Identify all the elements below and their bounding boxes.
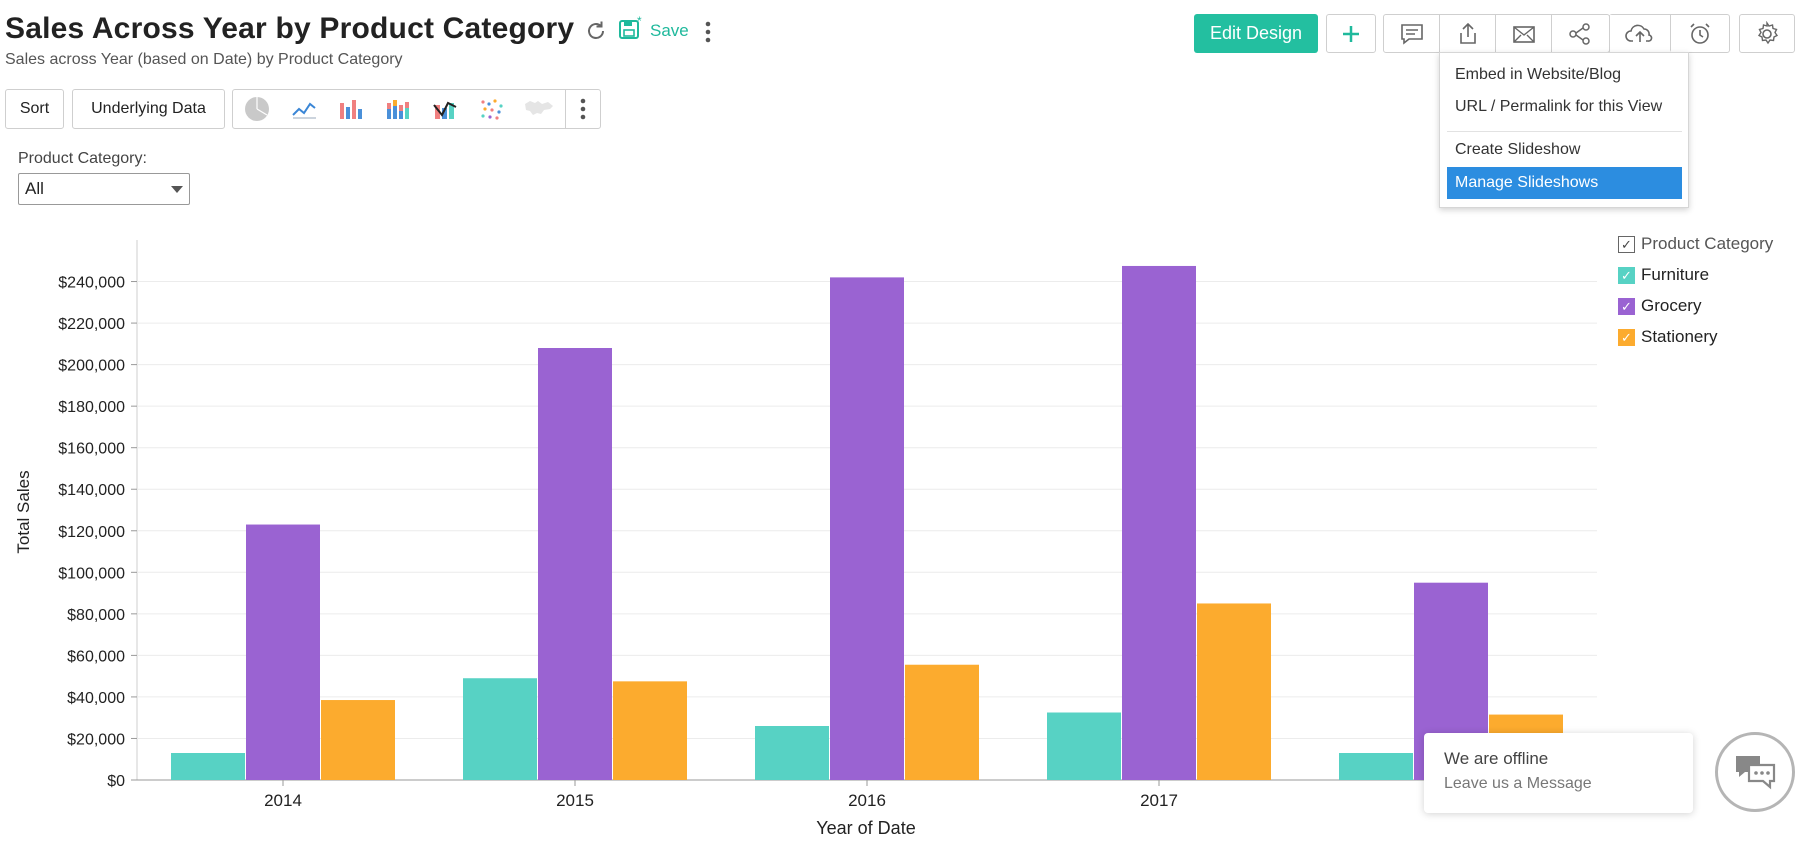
legend-header[interactable]: ✓ Product Category [1618,234,1773,254]
x-axis-label: Year of Date [816,818,915,838]
menu-item-embed[interactable]: Embed in Website/Blog [1455,66,1622,83]
chat-icon [1736,756,1776,790]
y-tick-label: $0 [107,773,125,790]
more-chart-types-icon[interactable] [565,90,600,128]
y-tick-label: $180,000 [58,399,125,416]
bar-chart-icon[interactable] [327,90,374,128]
x-tick-label: 2016 [848,791,886,810]
bar-stationery-2016[interactable] [905,664,979,780]
underlying-data-button[interactable]: Underlying Data [72,89,225,129]
page-title: Sales Across Year by Product Category [5,12,575,45]
y-tick-label: $120,000 [58,524,125,541]
map-chart-icon[interactable] [515,90,562,128]
y-tick-label: $60,000 [67,648,125,665]
legend-checkbox-furniture[interactable]: ✓ [1618,266,1635,284]
cloud-upload-icon[interactable] [1610,15,1671,52]
save-icon: * [618,14,644,46]
legend-checkbox-stationery[interactable]: ✓ [1618,328,1635,346]
y-tick-label: $80,000 [67,607,125,624]
chat-status: We are offline [1444,749,1549,768]
bar-furniture-2015[interactable] [463,678,537,780]
chat-popup[interactable]: We are offline Leave us a Message [1424,733,1693,813]
share-icon[interactable] [1552,15,1608,52]
save-label: Save [650,20,689,40]
plus-icon [1343,25,1359,42]
product-category-select-value: All [25,179,44,198]
bar-grocery-2016[interactable] [830,277,904,780]
bar-furniture-2014[interactable] [171,753,245,780]
pie-chart-icon[interactable] [233,90,280,128]
legend-label-stationery: Stationery [1641,327,1718,346]
legend-title: Product Category [1641,234,1774,253]
svg-text:*: * [637,15,642,28]
x-tick-label: 2014 [264,791,302,810]
chat-button[interactable] [1715,732,1795,812]
page-subtitle: Sales across Year (based on Date) by Pro… [5,51,403,68]
save-button[interactable]: * Save [618,14,689,46]
legend-label-grocery: Grocery [1641,296,1702,315]
legend-checkbox-grocery[interactable]: ✓ [1618,297,1635,315]
scatter-chart-icon[interactable] [468,90,515,128]
bar-grocery-2017[interactable] [1122,265,1196,780]
filter-label: Product Category: [18,150,147,167]
bar-grocery-2014[interactable] [246,524,320,780]
legend-item-stationery[interactable]: ✓ Stationery [1618,327,1718,347]
menu-item-create-slideshow[interactable]: Create Slideshow [1455,141,1581,158]
publish-toolbar [1609,14,1730,53]
export-icon[interactable] [1440,15,1496,52]
menu-item-permalink[interactable]: URL / Permalink for this View [1455,98,1663,115]
combo-chart-icon[interactable] [421,90,468,128]
bar-stationery-2017[interactable] [1197,603,1271,780]
settings-button[interactable] [1739,14,1795,53]
gear-icon [1757,20,1779,44]
stacked-bar-chart-icon[interactable] [374,90,421,128]
comment-icon[interactable] [1384,15,1440,52]
y-tick-label: $140,000 [58,482,125,499]
edit-design-button[interactable]: Edit Design [1194,14,1318,53]
share-toolbar [1383,14,1610,53]
menu-divider [1447,131,1682,132]
refresh-icon[interactable] [583,18,609,44]
line-chart-icon[interactable] [280,90,327,128]
y-tick-label: $40,000 [67,690,125,707]
y-tick-label: $160,000 [58,441,125,458]
share-dropdown-menu: Embed in Website/Blog URL / Permalink fo… [1439,52,1689,208]
legend-label-furniture: Furniture [1641,265,1710,284]
legend-header-checkbox[interactable]: ✓ [1618,235,1635,253]
legend-item-furniture[interactable]: ✓ Furniture [1618,265,1709,285]
x-tick-label: 2015 [556,791,594,810]
chart-type-switcher [232,89,601,129]
bar-furniture-2017[interactable] [1047,712,1121,781]
y-tick-label: $200,000 [58,358,125,375]
chevron-down-icon [171,186,183,193]
sort-button[interactable]: Sort [5,89,64,129]
email-icon[interactable] [1496,15,1552,52]
more-options-icon[interactable] [700,18,716,46]
add-button[interactable] [1326,14,1376,53]
chat-leave-message[interactable]: Leave us a Message [1444,775,1592,792]
y-tick-label: $100,000 [58,565,125,582]
bar-furniture-2016[interactable] [755,726,829,780]
bar-grocery-2015[interactable] [538,348,612,780]
x-tick-label: 2017 [1140,791,1178,810]
bar-furniture-2018[interactable] [1339,753,1413,780]
bar-stationery-2014[interactable] [321,700,395,780]
bar-stationery-2015[interactable] [613,681,687,780]
y-tick-label: $20,000 [67,731,125,748]
alarm-icon[interactable] [1671,15,1729,52]
y-axis-label: Total Sales [14,470,33,553]
legend-item-grocery[interactable]: ✓ Grocery [1618,296,1701,316]
menu-item-manage-slideshows[interactable]: Manage Slideshows [1447,167,1682,199]
y-tick-label: $220,000 [58,316,125,333]
y-tick-label: $240,000 [58,275,125,292]
product-category-select[interactable]: All [18,173,190,205]
